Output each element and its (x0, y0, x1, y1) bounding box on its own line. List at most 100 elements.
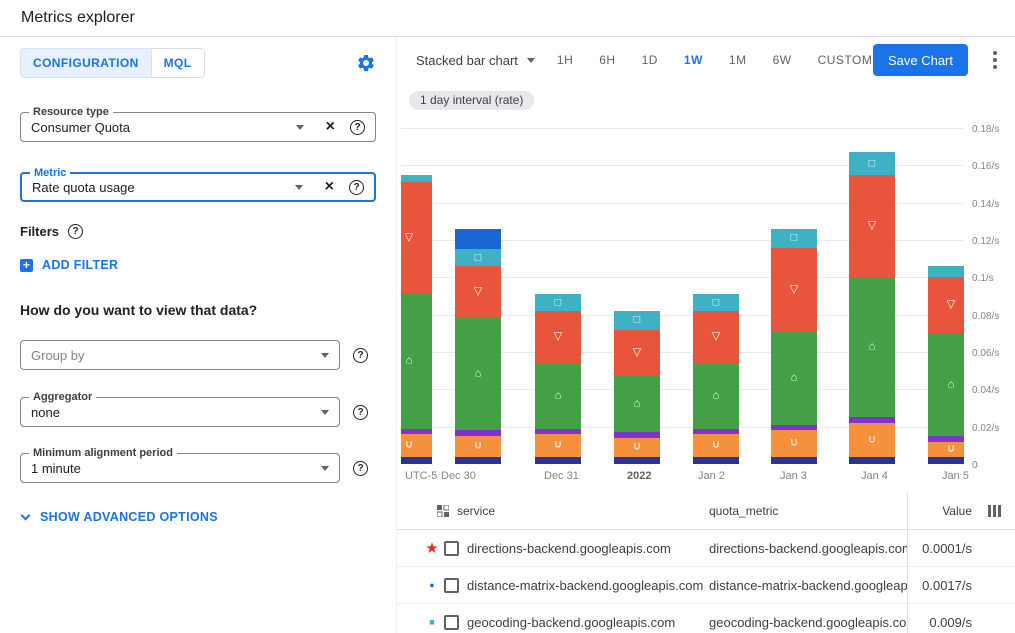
dropdown-caret-icon[interactable] (294, 184, 303, 190)
dropdown-caret-icon[interactable] (321, 352, 329, 358)
segment-green[interactable]: ⌂ (401, 294, 432, 429)
resource-type-select[interactable]: Resource type Consumer Quota (20, 106, 376, 142)
resource-type-help-icon[interactable] (350, 119, 365, 135)
segment-orange[interactable]: ∪ (771, 430, 817, 457)
segment-green[interactable]: ⌂ (535, 363, 581, 429)
segment-green[interactable]: ⌂ (849, 277, 895, 418)
segment-teal[interactable]: □ (693, 294, 739, 311)
range-1h[interactable]: 1H (556, 53, 574, 67)
bar-dec-30[interactable]: ∪ ⌂ ▽ □ (455, 228, 501, 464)
column-header-service[interactable]: service (457, 503, 496, 518)
aggregator-select[interactable]: Aggregator none (20, 391, 340, 427)
segment-purple[interactable] (535, 428, 581, 435)
segment-teal[interactable] (401, 174, 432, 183)
dropdown-caret-icon[interactable] (295, 124, 304, 130)
segment-green[interactable]: ⌂ (455, 318, 501, 431)
show-advanced-options[interactable]: SHOW ADVANCED OPTIONS (20, 510, 376, 524)
segment-navy-base[interactable] (771, 456, 817, 464)
segment-navy-base[interactable] (455, 456, 501, 464)
bar-dec-29-clipped-[interactable]: ∪ ⌂ ▽ (401, 174, 432, 464)
row-checkbox[interactable] (444, 577, 459, 593)
segment-navy-base[interactable] (614, 456, 660, 464)
add-filter-button[interactable]: ADD FILTER (20, 258, 376, 272)
segment-red-orange[interactable]: ▽ (693, 310, 739, 364)
segment-red-orange[interactable]: ▽ (928, 277, 964, 334)
segment-navy-base[interactable] (928, 456, 964, 464)
save-chart-button[interactable]: Save Chart (872, 44, 968, 76)
table-row[interactable]: ■ geocoding-backend.googleapis.com geocodi… (397, 604, 1015, 633)
segment-orange[interactable]: ∪ (928, 441, 964, 457)
range-1m[interactable]: 1M (728, 53, 747, 67)
bar-dec-31[interactable]: ∪ ⌂ ▽ □ (535, 294, 581, 464)
segment-green[interactable]: ⌂ (771, 331, 817, 425)
column-header-quota-metric[interactable]: quota_metric (709, 503, 779, 518)
segment-teal[interactable]: □ (535, 294, 581, 311)
segment-teal[interactable] (928, 266, 964, 278)
grid-icon[interactable] (437, 504, 449, 517)
segment-teal[interactable]: □ (849, 152, 895, 175)
metric-help-icon[interactable] (349, 179, 364, 195)
table-row[interactable]: ★ directions-backend.googleapis.com direct… (397, 530, 1015, 567)
segment-orange[interactable]: ∪ (849, 422, 895, 457)
segment-red-orange[interactable]: ▽ (455, 266, 501, 319)
bar-jan-4[interactable]: ∪ ⌂ ▽ □ (849, 152, 895, 464)
segment-orange[interactable]: ∪ (693, 434, 739, 457)
settings-gear-icon[interactable] (356, 53, 376, 73)
segment-green[interactable]: ⌂ (693, 363, 739, 429)
more-options-icon[interactable] (989, 47, 1001, 73)
bar-jan-5[interactable]: ∪ ⌂ ▽ (928, 266, 964, 464)
filters-help-icon[interactable] (68, 224, 84, 239)
dropdown-caret-icon[interactable] (321, 409, 329, 415)
interval-chip[interactable]: 1 day interval (rate) (409, 91, 535, 110)
range-6w[interactable]: 6W (772, 53, 792, 67)
column-header-value[interactable]: Value (942, 503, 972, 518)
segment-red-orange[interactable]: ▽ (535, 310, 581, 364)
dropdown-caret-icon[interactable] (321, 465, 329, 471)
range-1d[interactable]: 1D (641, 53, 658, 67)
segment-purple[interactable] (928, 436, 964, 442)
segment-teal[interactable]: □ (771, 228, 817, 248)
range-6h[interactable]: 6H (599, 53, 616, 67)
tab-mql[interactable]: MQL (151, 48, 205, 78)
segment-purple[interactable] (693, 428, 739, 435)
tab-configuration[interactable]: CONFIGURATION (20, 48, 152, 78)
segment-purple[interactable] (455, 430, 501, 437)
segment-orange[interactable]: ∪ (455, 436, 501, 457)
segment-green[interactable]: ⌂ (614, 376, 660, 433)
clear-icon[interactable] (325, 179, 334, 195)
alignment-period-select[interactable]: Minimum alignment period 1 minute (20, 447, 340, 483)
segment-blue-cap[interactable] (455, 228, 501, 250)
segment-navy-base[interactable] (849, 456, 895, 464)
segment-green[interactable]: ⌂ (928, 333, 964, 437)
bar-jan-2[interactable]: ∪ ⌂ ▽ □ (693, 294, 739, 464)
segment-red-orange[interactable]: ▽ (849, 174, 895, 278)
aggregator-help-icon[interactable] (353, 404, 368, 420)
table-row[interactable]: ● distance-matrix-backend.googleapis.com d… (397, 567, 1015, 604)
group-by-help-icon[interactable] (353, 347, 368, 363)
segment-orange[interactable]: ∪ (614, 437, 660, 457)
range-custom[interactable]: CUSTOM (817, 53, 873, 67)
bar-jan-1[interactable]: ∪ ⌂ ▽ □ (614, 310, 660, 464)
row-checkbox[interactable] (444, 540, 459, 556)
segment-purple[interactable] (771, 424, 817, 431)
segment-red-orange[interactable]: ▽ (771, 247, 817, 332)
clear-icon[interactable] (326, 119, 335, 135)
range-1w[interactable]: 1W (683, 53, 703, 67)
metric-select[interactable]: Metric Rate quota usage (20, 167, 376, 202)
segment-orange[interactable]: ∪ (535, 434, 581, 457)
segment-orange[interactable]: ∪ (401, 434, 432, 457)
segment-navy-base[interactable] (401, 456, 432, 464)
bar-jan-3[interactable]: ∪ ⌂ ▽ □ (771, 228, 817, 464)
segment-navy-base[interactable] (693, 456, 739, 464)
row-checkbox[interactable] (444, 614, 459, 630)
segment-purple[interactable] (401, 428, 432, 435)
segment-navy-base[interactable] (535, 456, 581, 464)
chart-type-select[interactable]: Stacked bar chart (416, 53, 535, 68)
segment-purple[interactable] (849, 417, 895, 423)
segment-red-orange[interactable]: ▽ (401, 182, 432, 295)
column-selector-icon[interactable] (988, 505, 1001, 517)
segment-teal[interactable]: □ (455, 249, 501, 267)
segment-purple[interactable] (614, 432, 660, 438)
alignment-period-help-icon[interactable] (353, 460, 368, 476)
segment-red-orange[interactable]: ▽ (614, 329, 660, 377)
